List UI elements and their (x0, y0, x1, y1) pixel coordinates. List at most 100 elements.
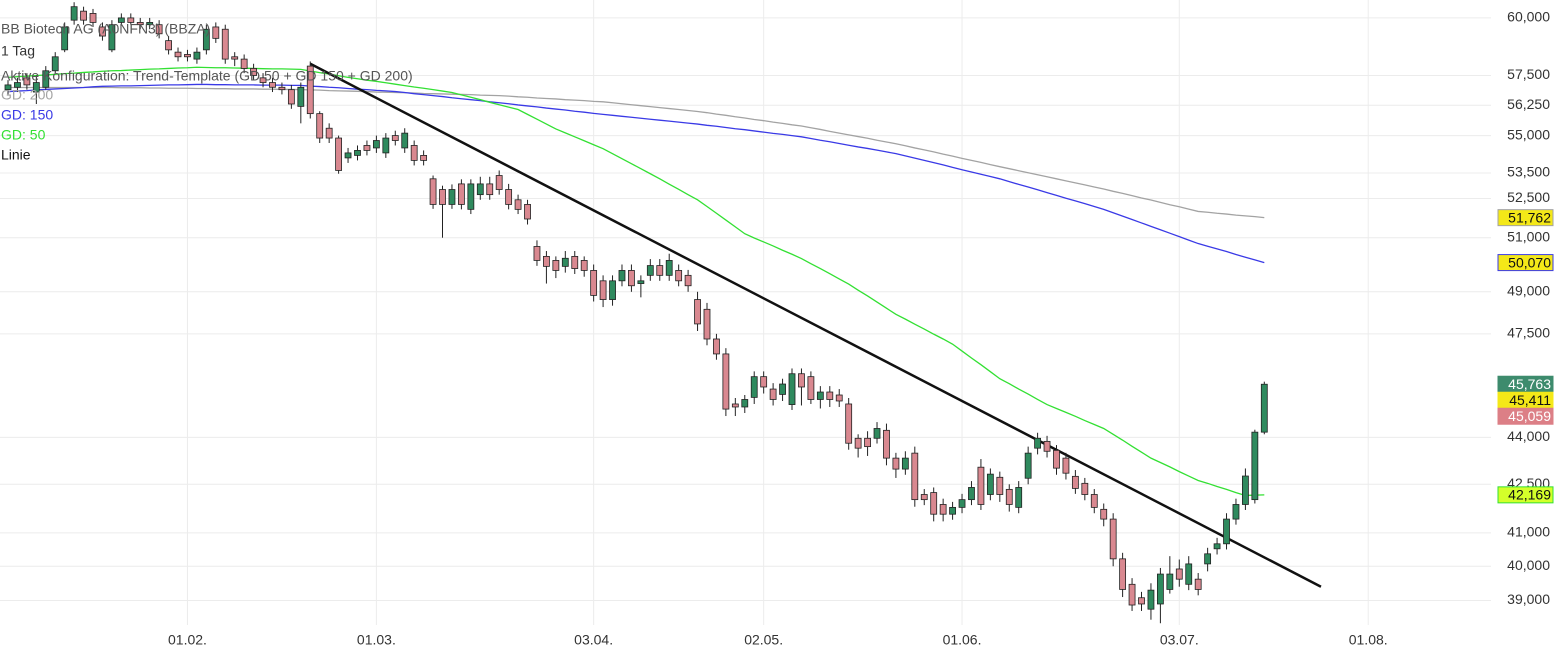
price-tag (1497, 486, 1554, 504)
candle-body (911, 452, 919, 501)
candle-body (306, 65, 314, 115)
candle-body (543, 255, 550, 267)
candle-body (1223, 518, 1230, 545)
candle-body (1100, 508, 1108, 520)
y-tick-label: 41,000 (1507, 524, 1550, 540)
candle-body (684, 274, 692, 287)
candle-body (1043, 440, 1051, 452)
price-tag-label: 45,059 (1508, 408, 1551, 424)
candle-body (599, 280, 607, 300)
candle-body (42, 70, 50, 88)
candle-body (99, 26, 106, 37)
x-tick-label: 01.02. (168, 632, 207, 648)
candle-body (240, 58, 248, 69)
candle-body (1071, 475, 1079, 489)
candle-body (816, 391, 824, 400)
candle-body (703, 308, 711, 340)
x-tick-label: 03.07. (1160, 632, 1199, 648)
candle-body (524, 204, 531, 220)
x-tick-label: 01.08. (1349, 632, 1388, 648)
candle-body (372, 140, 380, 149)
candle-body (807, 376, 815, 400)
candle-body (4, 84, 12, 91)
candle-body (1147, 589, 1155, 610)
candle-body (939, 504, 947, 515)
candle-body (646, 265, 654, 276)
candle-body (184, 54, 191, 58)
candle-body (901, 457, 909, 470)
candle-body (70, 6, 78, 21)
candle-body (1156, 573, 1164, 605)
candle-body (760, 376, 768, 388)
candle-body (325, 127, 333, 139)
price-tag (1497, 407, 1554, 425)
y-tick-label: 47,500 (1507, 325, 1550, 341)
candle-body (769, 388, 777, 400)
trend-line (309, 62, 1322, 588)
candle-body (401, 132, 409, 149)
candle-body (278, 86, 286, 91)
candle-body (410, 145, 418, 161)
candle-body (1024, 452, 1032, 479)
candle-body (580, 260, 588, 271)
legend-entry: GD: 50 (1, 127, 46, 143)
candle-body (391, 135, 399, 141)
candle-body (174, 51, 182, 58)
candle-body (873, 428, 881, 439)
candle-body (731, 403, 739, 408)
candle-body (476, 183, 484, 196)
x-tick-label: 01.03. (357, 632, 396, 648)
candle-body (694, 299, 701, 325)
x-tick-label: 02.05. (744, 632, 783, 648)
candle-body (155, 24, 163, 35)
candle-body (335, 137, 343, 171)
candle-body (382, 137, 390, 154)
candle-body (533, 246, 541, 261)
candle-body (1062, 457, 1070, 474)
candle-body (571, 255, 579, 269)
candle-body (826, 391, 834, 400)
price-tag-label: 45,763 (1508, 376, 1551, 392)
candle-body (845, 403, 853, 444)
y-tick-label: 40,000 (1507, 557, 1550, 573)
candle-body (1128, 583, 1136, 606)
candle-body (637, 280, 645, 284)
y-tick-label: 49,000 (1507, 283, 1550, 299)
y-tick-label: 56,250 (1507, 96, 1550, 112)
candle-body (1204, 553, 1212, 565)
candle-body (23, 77, 31, 86)
candle-body (788, 373, 796, 405)
candle-body (354, 150, 361, 156)
config-label: Aktive Konfiguration: Trend-Template (GD… (1, 68, 413, 84)
candle-body (1053, 449, 1060, 469)
legend-entry: GD: 200 (1, 87, 53, 103)
candle-body (80, 10, 87, 21)
candle-body (505, 189, 513, 205)
candle-body (713, 338, 720, 355)
legend: BB Biotech AG (A0NFN3) (BBZA) 1 Tag Akti… (1, 21, 413, 163)
candle-body (1138, 597, 1145, 605)
candle-body (1185, 563, 1193, 585)
candle-body (32, 82, 40, 93)
candle-body (930, 492, 938, 515)
candle-body (420, 155, 428, 161)
price-tag-label: 45,411 (1509, 392, 1551, 408)
candle-body (835, 394, 843, 402)
candle-body (968, 487, 975, 501)
candle-body (561, 257, 569, 267)
candle-body (495, 175, 503, 190)
candle-body (656, 265, 664, 276)
candle-body (467, 183, 475, 210)
x-tick-label: 03.04. (574, 632, 613, 648)
candle-body (363, 145, 371, 151)
y-tick-label: 55,000 (1507, 126, 1550, 142)
x-tick-label: 01.06. (943, 632, 982, 648)
candle-body (750, 376, 758, 398)
candle-body (250, 68, 257, 76)
legend-entry: Linie (1, 147, 31, 163)
legend-entry: GD: 150 (1, 107, 53, 123)
candle-body (628, 270, 635, 287)
plot-area (0, 0, 1491, 625)
y-tick-label: 53,500 (1507, 164, 1550, 180)
